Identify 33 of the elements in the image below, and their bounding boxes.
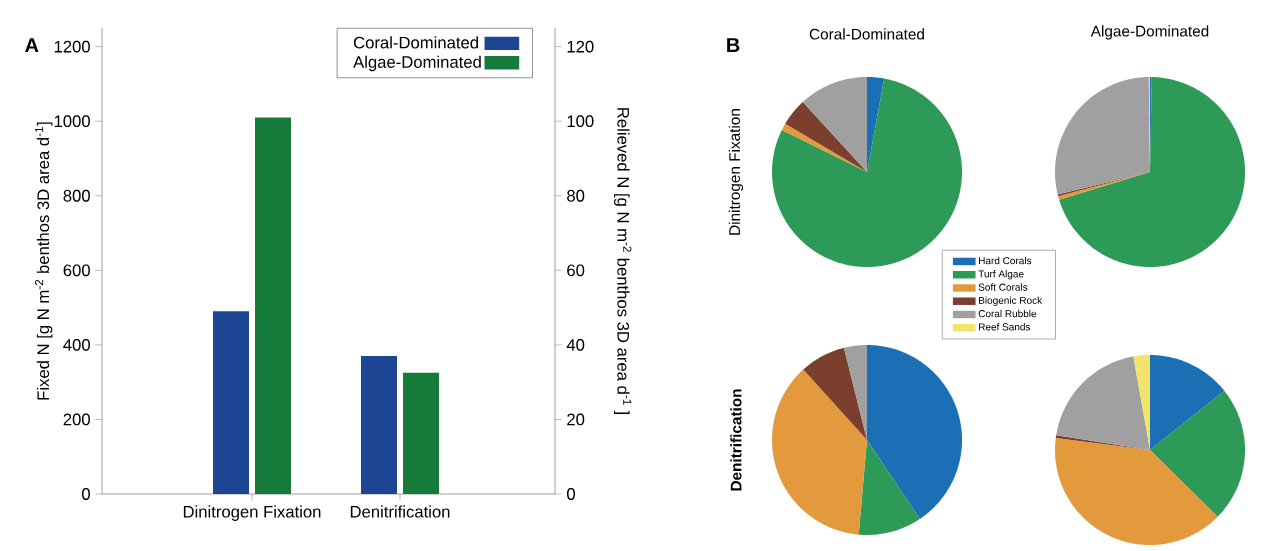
legend-label: Turf Algae	[978, 270, 1024, 280]
bar	[361, 356, 397, 494]
y2-tick-label: 40	[566, 338, 585, 351]
y2-tick-label: 100	[567, 115, 594, 128]
y2-tick-label: 80	[567, 189, 585, 202]
legend-label: Biogenic Rock	[979, 296, 1043, 306]
y2-tick-label: 60	[567, 264, 585, 277]
y-tick-label: 1200	[54, 40, 90, 53]
bar	[255, 117, 292, 494]
legend-label: Hard Corals	[979, 256, 1032, 265]
y2-tick-label: 20	[567, 413, 585, 426]
y-tick-label: 800	[63, 189, 90, 202]
chart-title: Algae-Dominated	[1090, 25, 1209, 40]
legend-label: Reef Sands	[979, 323, 1031, 331]
legend-label: Coral Rubble	[978, 309, 1037, 318]
text: B	[727, 38, 740, 52]
chart-title: Coral-Dominated	[809, 28, 924, 40]
y-tick-label: 600	[63, 264, 90, 277]
y-tick-label: 0	[82, 488, 90, 500]
y-tick-label: 200	[63, 413, 90, 426]
y-tick-label: 1000	[54, 115, 90, 128]
y-tick-label: 400	[63, 338, 90, 351]
legend-label: Coral-Dominated	[353, 36, 478, 49]
bar	[403, 372, 439, 494]
y2-axis-title: Relieved N [g N m$^{-2}$ benthos 3D area d$^{-1}$ ]	[614, 108, 632, 414]
legend-label: Soft Corals	[978, 283, 1028, 291]
bar	[213, 311, 249, 494]
y-axis-title: Fixed N [g N m$^{-2}$ benthos 3D area d$^{-1}$]	[34, 122, 53, 400]
y2-tick-label: 120	[567, 40, 594, 53]
legend-label: Algae-Dominated	[353, 55, 481, 72]
text: A	[25, 38, 39, 53]
text: Dinitrogen Fixation	[728, 109, 744, 235]
y2-tick-label: 0	[567, 488, 575, 500]
